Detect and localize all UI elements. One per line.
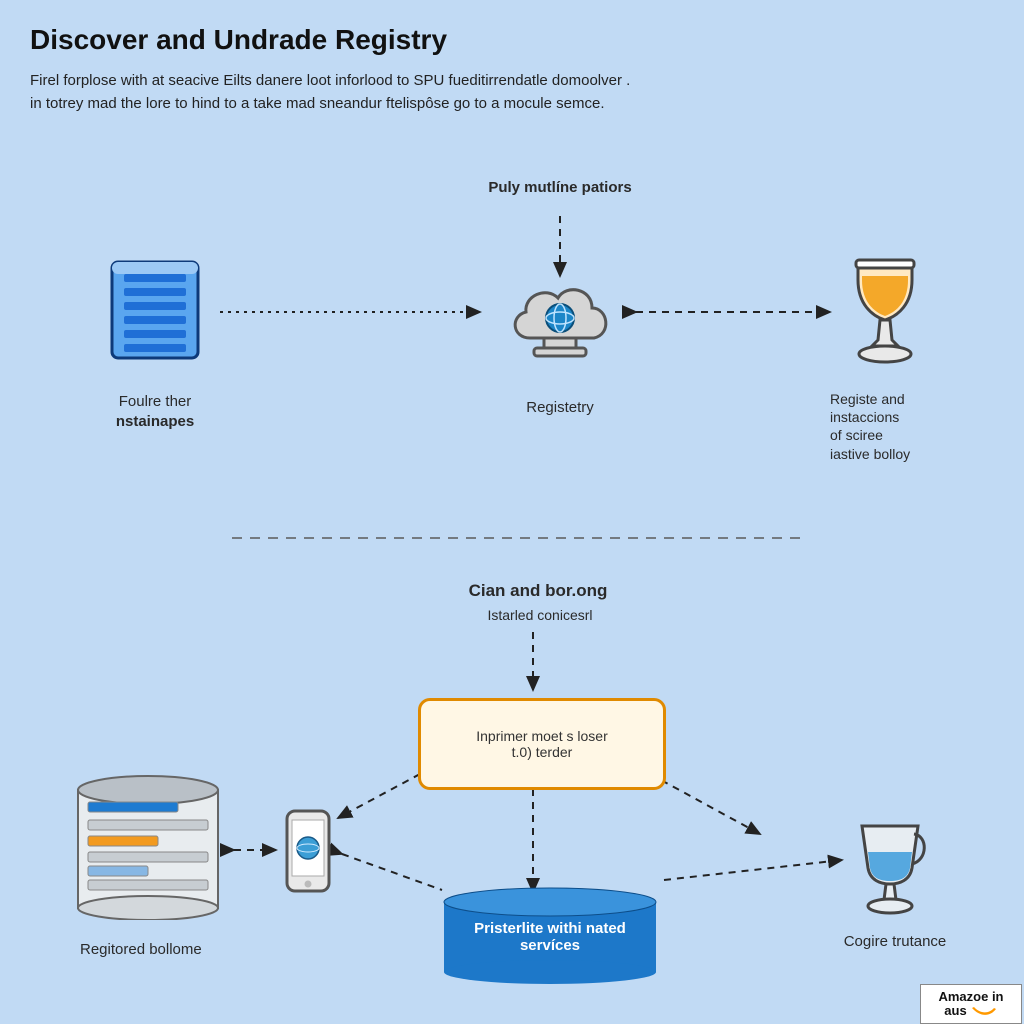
page-title: Discover and Undrade Registry (30, 24, 447, 56)
diagram-stage: Discover and Undrade Registry Firel forpl… (0, 0, 1024, 1024)
page-subtitle: Firel forplose with at seacive Eilts dan… (30, 70, 750, 115)
cloud-registry-icon (500, 268, 620, 368)
swoosh-icon (970, 1005, 998, 1017)
process-box: Inprimer moet s losert.0) terder (418, 698, 666, 790)
goblet-label: Cogire trutance (820, 932, 970, 952)
database-stack-icon (68, 770, 228, 920)
cloud-label: Registetry (510, 398, 610, 418)
server-rack-icon (110, 260, 200, 360)
goblet-icon (850, 818, 930, 918)
section2-subtitle: Istarled conicesrl (450, 606, 630, 624)
server-label: Foulre thernstainapes (85, 392, 225, 431)
trophy-icon (840, 254, 930, 374)
vendor-logo: Amazoe inaus (920, 984, 1022, 1024)
mobile-device-icon (284, 808, 332, 894)
trophy-label: Registe andinstaccionsof scireeiastive b… (830, 390, 960, 463)
database-label: Regitored bollome (80, 940, 240, 960)
top-caption: Puly mutlíne patiors (460, 178, 660, 198)
section2-title: Cian and bor.ong (428, 580, 648, 602)
datastore-label: Pristerlite withi natedservíces (440, 912, 660, 962)
